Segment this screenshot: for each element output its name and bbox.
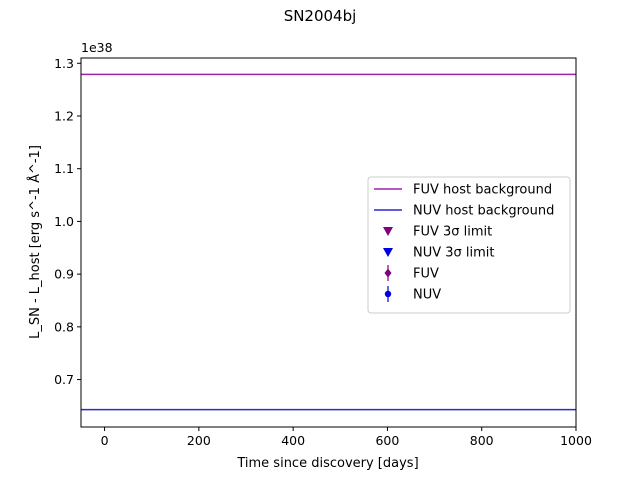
y-axis-ticks: 0.7 0.8 0.9 1.0 1.1 1.2 1.3 [54,56,81,387]
x-axis-ticks: 0 200 400 600 800 1000 [101,427,592,448]
legend-handle-circle [384,290,392,298]
y-offset-label: 1e38 [81,40,113,55]
x-tick-label: 200 [187,433,211,448]
y-tick-label: 0.7 [54,372,74,387]
legend-entry-label: FUV [413,267,439,282]
y-axis-label: L_SN - L_host [erg s^-1 Å^-1] [27,145,43,339]
series-layer [81,73,576,411]
legend-handle-triangle [383,227,393,236]
x-tick-label: 800 [470,433,494,448]
x-tick-label: 600 [375,433,399,448]
legend-entry-label: NUV [413,288,441,303]
x-axis-label: Time since discovery [days] [236,456,418,471]
plot-frame [80,57,577,428]
x-tick-label: 0 [101,433,109,448]
y-tick-label: 1.0 [54,214,74,229]
y-tick-label: 1.3 [54,56,74,71]
x-tick-label: 400 [281,433,305,448]
legend-box [367,176,571,314]
y-tick-label: 0.8 [54,319,74,334]
chart-title: SN2004bj [284,7,357,25]
y-tick-label: 0.9 [54,267,74,282]
legend-entry-label: NUV host background [413,204,554,219]
legend-entry-label: NUV 3σ limit [413,246,495,261]
y-tick-label: 1.1 [54,161,74,176]
legend-entry-label: FUV host background [413,183,552,198]
y-tick-label: 1.2 [54,108,74,123]
x-tick-label: 1000 [560,433,592,448]
legend: FUV host background NUV host background FU… [367,176,571,314]
legend-handle-diamond [384,268,392,278]
legend-entry-label: FUV 3σ limit [413,225,492,240]
legend-handle-triangle [383,248,393,257]
